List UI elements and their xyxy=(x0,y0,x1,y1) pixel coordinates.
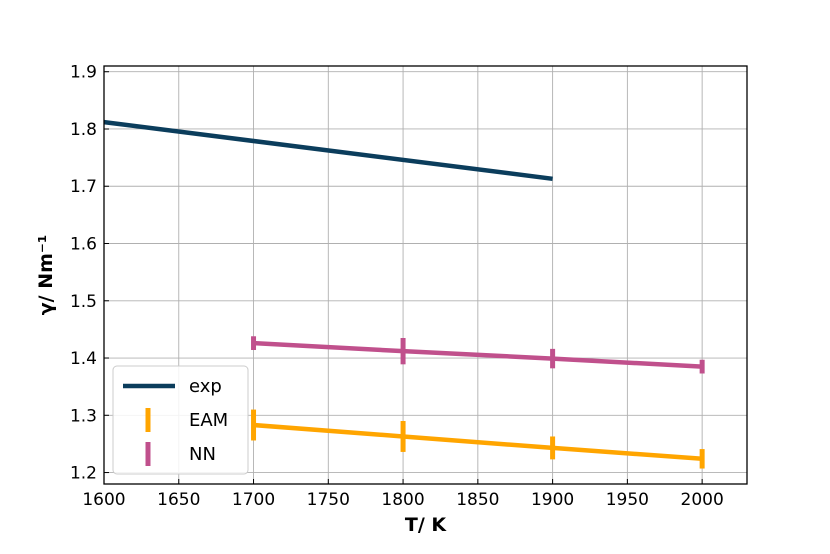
y-tick-label: 1.6 xyxy=(70,235,97,255)
y-tick-label: 1.2 xyxy=(70,464,97,484)
x-tick-label: 1800 xyxy=(381,490,424,510)
x-tick-label: 1650 xyxy=(157,490,200,510)
x-tick-label: 1850 xyxy=(456,490,499,510)
legend-label-exp: exp xyxy=(189,376,222,397)
series-layer xyxy=(103,119,705,469)
y-tick-label: 1.8 xyxy=(70,120,97,140)
series-line-NN xyxy=(253,340,703,369)
ticks: 1600 1650 1700 1750 1800 1850 1900 1950 2000 1.2 1… xyxy=(70,63,724,510)
y-tick-label: 1.9 xyxy=(70,63,97,83)
x-tick-label: 1900 xyxy=(531,490,574,510)
y-tick-label: 1.7 xyxy=(70,177,97,197)
y-axis-title: γ/ Nm⁻¹ xyxy=(35,235,57,316)
x-axis-title: T/ K xyxy=(405,514,448,536)
plot-frame xyxy=(103,65,748,485)
series-line-exp xyxy=(103,119,553,182)
x-tick-label: 1600 xyxy=(82,490,125,510)
x-tick-label: 1950 xyxy=(606,490,649,510)
y-tick-label: 1.5 xyxy=(70,292,97,312)
series-line-EAM xyxy=(253,422,703,462)
y-tick-label: 1.3 xyxy=(70,406,97,426)
legend-label-NN: NN xyxy=(189,444,216,465)
legend: exp EAM NN xyxy=(112,365,249,475)
x-tick-label: 2000 xyxy=(681,490,724,510)
legend-label-EAM: EAM xyxy=(189,410,228,431)
x-tick-label: 1700 xyxy=(232,490,275,510)
x-tick-label: 1750 xyxy=(307,490,350,510)
y-tick-label: 1.4 xyxy=(70,349,97,369)
